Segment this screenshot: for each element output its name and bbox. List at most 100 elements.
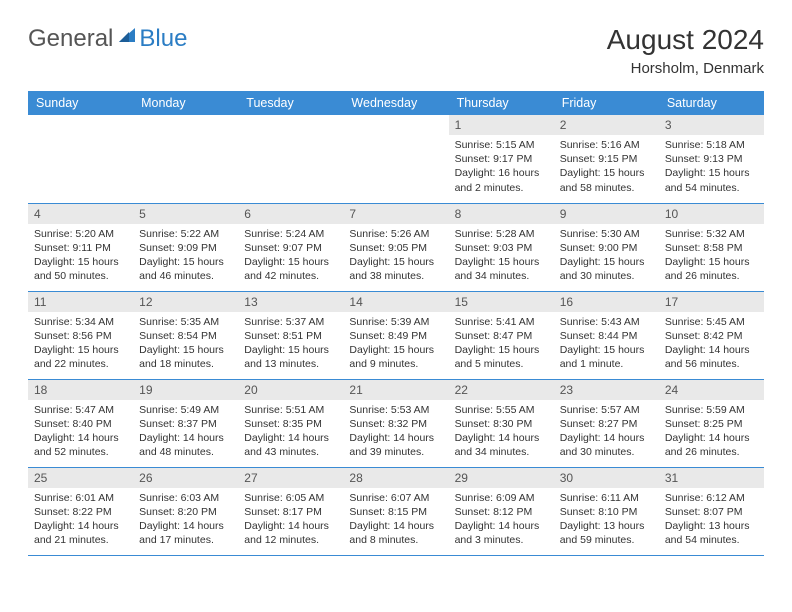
logo-text-blue: Blue <box>139 25 187 53</box>
day-sun-data: Sunrise: 5:15 AMSunset: 9:17 PMDaylight:… <box>449 135 554 199</box>
day-sun-data: Sunrise: 5:57 AMSunset: 8:27 PMDaylight:… <box>554 400 659 464</box>
calendar-day-cell: 17Sunrise: 5:45 AMSunset: 8:42 PMDayligh… <box>659 291 764 379</box>
logo: General Blue <box>28 24 187 53</box>
weekday-header-row: SundayMondayTuesdayWednesdayThursdayFrid… <box>28 91 764 115</box>
day-number: 21 <box>343 380 448 400</box>
calendar-day-cell: 20Sunrise: 5:51 AMSunset: 8:35 PMDayligh… <box>238 379 343 467</box>
day-number: 29 <box>449 468 554 488</box>
calendar-week-row: 1Sunrise: 5:15 AMSunset: 9:17 PMDaylight… <box>28 115 764 203</box>
header: General Blue August 2024 Horsholm, Denma… <box>28 24 764 77</box>
day-number: 30 <box>554 468 659 488</box>
day-number: 15 <box>449 292 554 312</box>
day-sun-data: Sunrise: 5:53 AMSunset: 8:32 PMDaylight:… <box>343 400 448 464</box>
day-number: 26 <box>133 468 238 488</box>
calendar-week-row: 18Sunrise: 5:47 AMSunset: 8:40 PMDayligh… <box>28 379 764 467</box>
calendar-day-cell: 7Sunrise: 5:26 AMSunset: 9:05 PMDaylight… <box>343 203 448 291</box>
weekday-header: Monday <box>133 91 238 115</box>
weekday-header: Friday <box>554 91 659 115</box>
day-sun-data: Sunrise: 5:45 AMSunset: 8:42 PMDaylight:… <box>659 312 764 376</box>
calendar-day-cell: 6Sunrise: 5:24 AMSunset: 9:07 PMDaylight… <box>238 203 343 291</box>
day-sun-data: Sunrise: 5:37 AMSunset: 8:51 PMDaylight:… <box>238 312 343 376</box>
page-title: August 2024 <box>607 24 764 56</box>
calendar-day-cell <box>238 115 343 203</box>
calendar-week-row: 4Sunrise: 5:20 AMSunset: 9:11 PMDaylight… <box>28 203 764 291</box>
day-number: 16 <box>554 292 659 312</box>
location: Horsholm, Denmark <box>607 60 764 77</box>
calendar-day-cell: 13Sunrise: 5:37 AMSunset: 8:51 PMDayligh… <box>238 291 343 379</box>
calendar-day-cell: 18Sunrise: 5:47 AMSunset: 8:40 PMDayligh… <box>28 379 133 467</box>
calendar-day-cell: 4Sunrise: 5:20 AMSunset: 9:11 PMDaylight… <box>28 203 133 291</box>
day-sun-data: Sunrise: 5:34 AMSunset: 8:56 PMDaylight:… <box>28 312 133 376</box>
calendar-table: SundayMondayTuesdayWednesdayThursdayFrid… <box>28 91 764 556</box>
calendar-day-cell: 22Sunrise: 5:55 AMSunset: 8:30 PMDayligh… <box>449 379 554 467</box>
day-number: 5 <box>133 204 238 224</box>
calendar-week-row: 11Sunrise: 5:34 AMSunset: 8:56 PMDayligh… <box>28 291 764 379</box>
calendar-day-cell: 19Sunrise: 5:49 AMSunset: 8:37 PMDayligh… <box>133 379 238 467</box>
day-sun-data: Sunrise: 5:35 AMSunset: 8:54 PMDaylight:… <box>133 312 238 376</box>
day-sun-data: Sunrise: 5:18 AMSunset: 9:13 PMDaylight:… <box>659 135 764 199</box>
day-sun-data: Sunrise: 5:55 AMSunset: 8:30 PMDaylight:… <box>449 400 554 464</box>
weekday-header: Tuesday <box>238 91 343 115</box>
calendar-day-cell: 31Sunrise: 6:12 AMSunset: 8:07 PMDayligh… <box>659 467 764 555</box>
day-sun-data: Sunrise: 6:12 AMSunset: 8:07 PMDaylight:… <box>659 488 764 552</box>
logo-sail-icon <box>117 24 139 53</box>
calendar-day-cell: 28Sunrise: 6:07 AMSunset: 8:15 PMDayligh… <box>343 467 448 555</box>
calendar-day-cell: 8Sunrise: 5:28 AMSunset: 9:03 PMDaylight… <box>449 203 554 291</box>
calendar-day-cell <box>28 115 133 203</box>
weekday-header: Saturday <box>659 91 764 115</box>
calendar-day-cell: 3Sunrise: 5:18 AMSunset: 9:13 PMDaylight… <box>659 115 764 203</box>
day-number: 3 <box>659 115 764 135</box>
day-sun-data: Sunrise: 6:07 AMSunset: 8:15 PMDaylight:… <box>343 488 448 552</box>
calendar-day-cell: 10Sunrise: 5:32 AMSunset: 8:58 PMDayligh… <box>659 203 764 291</box>
day-sun-data: Sunrise: 6:09 AMSunset: 8:12 PMDaylight:… <box>449 488 554 552</box>
calendar-day-cell: 29Sunrise: 6:09 AMSunset: 8:12 PMDayligh… <box>449 467 554 555</box>
day-number: 27 <box>238 468 343 488</box>
day-number: 17 <box>659 292 764 312</box>
weekday-header: Sunday <box>28 91 133 115</box>
day-sun-data: Sunrise: 6:11 AMSunset: 8:10 PMDaylight:… <box>554 488 659 552</box>
day-sun-data: Sunrise: 5:41 AMSunset: 8:47 PMDaylight:… <box>449 312 554 376</box>
calendar-week-row: 25Sunrise: 6:01 AMSunset: 8:22 PMDayligh… <box>28 467 764 555</box>
day-sun-data: Sunrise: 6:01 AMSunset: 8:22 PMDaylight:… <box>28 488 133 552</box>
weekday-header: Wednesday <box>343 91 448 115</box>
day-number: 4 <box>28 204 133 224</box>
calendar-day-cell: 25Sunrise: 6:01 AMSunset: 8:22 PMDayligh… <box>28 467 133 555</box>
day-sun-data: Sunrise: 6:03 AMSunset: 8:20 PMDaylight:… <box>133 488 238 552</box>
calendar-day-cell: 14Sunrise: 5:39 AMSunset: 8:49 PMDayligh… <box>343 291 448 379</box>
calendar-day-cell: 12Sunrise: 5:35 AMSunset: 8:54 PMDayligh… <box>133 291 238 379</box>
day-sun-data: Sunrise: 5:22 AMSunset: 9:09 PMDaylight:… <box>133 224 238 288</box>
calendar-day-cell: 30Sunrise: 6:11 AMSunset: 8:10 PMDayligh… <box>554 467 659 555</box>
calendar-day-cell: 5Sunrise: 5:22 AMSunset: 9:09 PMDaylight… <box>133 203 238 291</box>
day-number: 13 <box>238 292 343 312</box>
day-number: 8 <box>449 204 554 224</box>
day-number: 9 <box>554 204 659 224</box>
day-sun-data: Sunrise: 5:28 AMSunset: 9:03 PMDaylight:… <box>449 224 554 288</box>
day-sun-data: Sunrise: 5:26 AMSunset: 9:05 PMDaylight:… <box>343 224 448 288</box>
logo-text-general: General <box>28 25 113 53</box>
day-number: 19 <box>133 380 238 400</box>
calendar-day-cell: 9Sunrise: 5:30 AMSunset: 9:00 PMDaylight… <box>554 203 659 291</box>
calendar-day-cell <box>133 115 238 203</box>
day-number: 18 <box>28 380 133 400</box>
day-sun-data: Sunrise: 5:39 AMSunset: 8:49 PMDaylight:… <box>343 312 448 376</box>
day-sun-data: Sunrise: 6:05 AMSunset: 8:17 PMDaylight:… <box>238 488 343 552</box>
day-number: 12 <box>133 292 238 312</box>
day-number: 2 <box>554 115 659 135</box>
calendar-day-cell: 27Sunrise: 6:05 AMSunset: 8:17 PMDayligh… <box>238 467 343 555</box>
day-sun-data: Sunrise: 5:20 AMSunset: 9:11 PMDaylight:… <box>28 224 133 288</box>
day-sun-data: Sunrise: 5:49 AMSunset: 8:37 PMDaylight:… <box>133 400 238 464</box>
day-number: 28 <box>343 468 448 488</box>
day-sun-data: Sunrise: 5:30 AMSunset: 9:00 PMDaylight:… <box>554 224 659 288</box>
day-number: 11 <box>28 292 133 312</box>
day-sun-data: Sunrise: 5:59 AMSunset: 8:25 PMDaylight:… <box>659 400 764 464</box>
day-sun-data: Sunrise: 5:24 AMSunset: 9:07 PMDaylight:… <box>238 224 343 288</box>
day-number: 7 <box>343 204 448 224</box>
calendar-day-cell <box>343 115 448 203</box>
day-number: 24 <box>659 380 764 400</box>
day-number: 14 <box>343 292 448 312</box>
day-sun-data: Sunrise: 5:51 AMSunset: 8:35 PMDaylight:… <box>238 400 343 464</box>
calendar-day-cell: 26Sunrise: 6:03 AMSunset: 8:20 PMDayligh… <box>133 467 238 555</box>
calendar-day-cell: 16Sunrise: 5:43 AMSunset: 8:44 PMDayligh… <box>554 291 659 379</box>
calendar-body: 1Sunrise: 5:15 AMSunset: 9:17 PMDaylight… <box>28 115 764 555</box>
calendar-day-cell: 1Sunrise: 5:15 AMSunset: 9:17 PMDaylight… <box>449 115 554 203</box>
